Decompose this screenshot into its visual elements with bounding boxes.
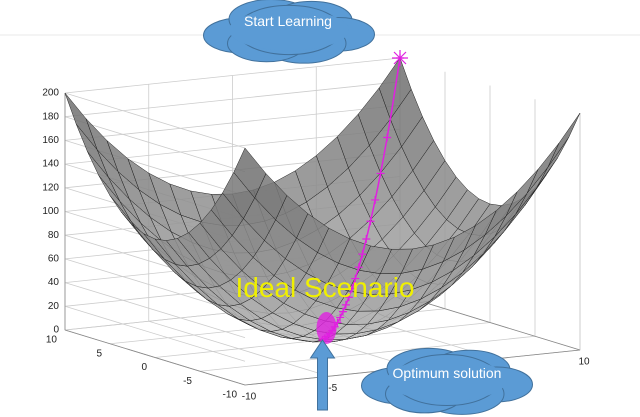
z-tick-label: 0 [53, 325, 59, 336]
path-marker [354, 263, 363, 272]
z-tick-label: 180 [42, 111, 59, 122]
cloud-core [387, 358, 507, 402]
surface-patch [526, 142, 560, 194]
path-marker [358, 250, 367, 259]
z-tick-label: 200 [42, 88, 59, 99]
y-tick-label: -5 [183, 376, 192, 387]
surface-patch [233, 147, 267, 199]
path-marker [336, 313, 345, 322]
z-tick-label: 40 [48, 277, 60, 288]
x-tick-label: -5 [328, 383, 337, 394]
start-label: Start Learning [244, 13, 332, 29]
axis-line [399, 294, 581, 351]
z-tick-label: 100 [42, 206, 59, 217]
path-marker [362, 235, 371, 244]
arrow [309, 339, 336, 411]
path-marker [341, 300, 350, 309]
axis-line [64, 329, 246, 386]
y-tick-label: 0 [141, 362, 147, 373]
y-tick-label: 10 [46, 335, 58, 346]
cloud [361, 347, 533, 415]
path-marker [376, 169, 385, 178]
y-tick-label: -10 [223, 390, 238, 401]
scenario-label: Ideal Scenario [235, 272, 415, 303]
path-marker [351, 274, 360, 283]
path-marker [344, 293, 353, 302]
path-marker [371, 195, 380, 204]
path-marker [338, 307, 347, 316]
z-tick-label: 80 [48, 230, 60, 241]
path-marker [366, 217, 375, 226]
surface-patch [547, 112, 581, 168]
z-tick-label: 160 [42, 135, 59, 146]
y-tick-label: 5 [96, 348, 102, 359]
z-tick-label: 60 [48, 254, 60, 265]
start-marker [392, 50, 408, 66]
z-tick-label: 140 [42, 159, 59, 170]
optimum-band [316, 312, 337, 344]
cloud-core [229, 9, 349, 51]
path-marker [348, 284, 357, 293]
z-tick-label: 20 [48, 301, 60, 312]
x-tick-label: 10 [578, 357, 590, 368]
optimum-label: Optimum solution [392, 365, 502, 381]
path-marker [383, 133, 392, 142]
x-tick-label: -10 [242, 392, 257, 403]
surface-patch [536, 137, 569, 189]
cloud [203, 0, 375, 64]
z-tick-label: 120 [42, 182, 59, 193]
